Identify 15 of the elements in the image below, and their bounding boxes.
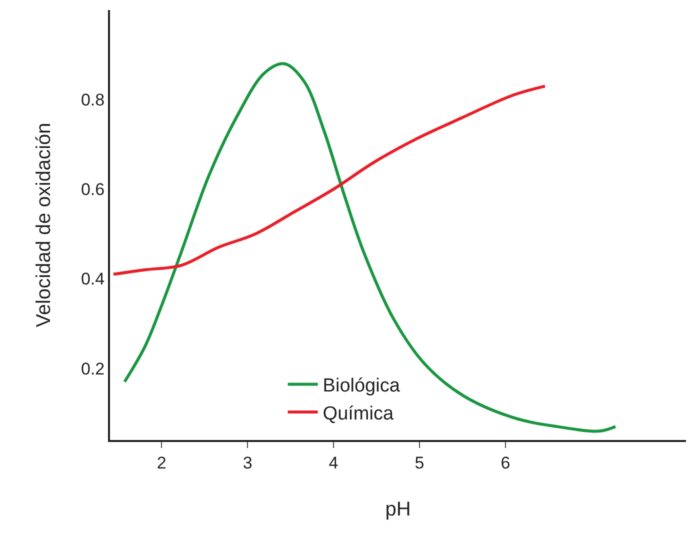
x-axis-title: pH bbox=[385, 498, 411, 520]
x-tick-label: 2 bbox=[156, 453, 166, 472]
legend-label: Química bbox=[322, 403, 394, 424]
y-tick-label: 0.4 bbox=[80, 270, 105, 289]
x-tick-label: 3 bbox=[242, 453, 252, 472]
y-tick-label: 0.2 bbox=[80, 359, 105, 378]
x-tick-label: 5 bbox=[414, 453, 424, 472]
x-tick-label: 6 bbox=[500, 453, 510, 472]
legend-label: Biológica bbox=[322, 376, 400, 397]
x-tick-label: 4 bbox=[328, 453, 338, 472]
y-axis-title: Velocidad de oxidación bbox=[32, 122, 55, 328]
line-series bbox=[123, 62, 617, 433]
line-series bbox=[112, 84, 547, 276]
y-tick-label: 0.6 bbox=[80, 180, 105, 200]
y-tick-label: 0.8 bbox=[80, 90, 105, 110]
